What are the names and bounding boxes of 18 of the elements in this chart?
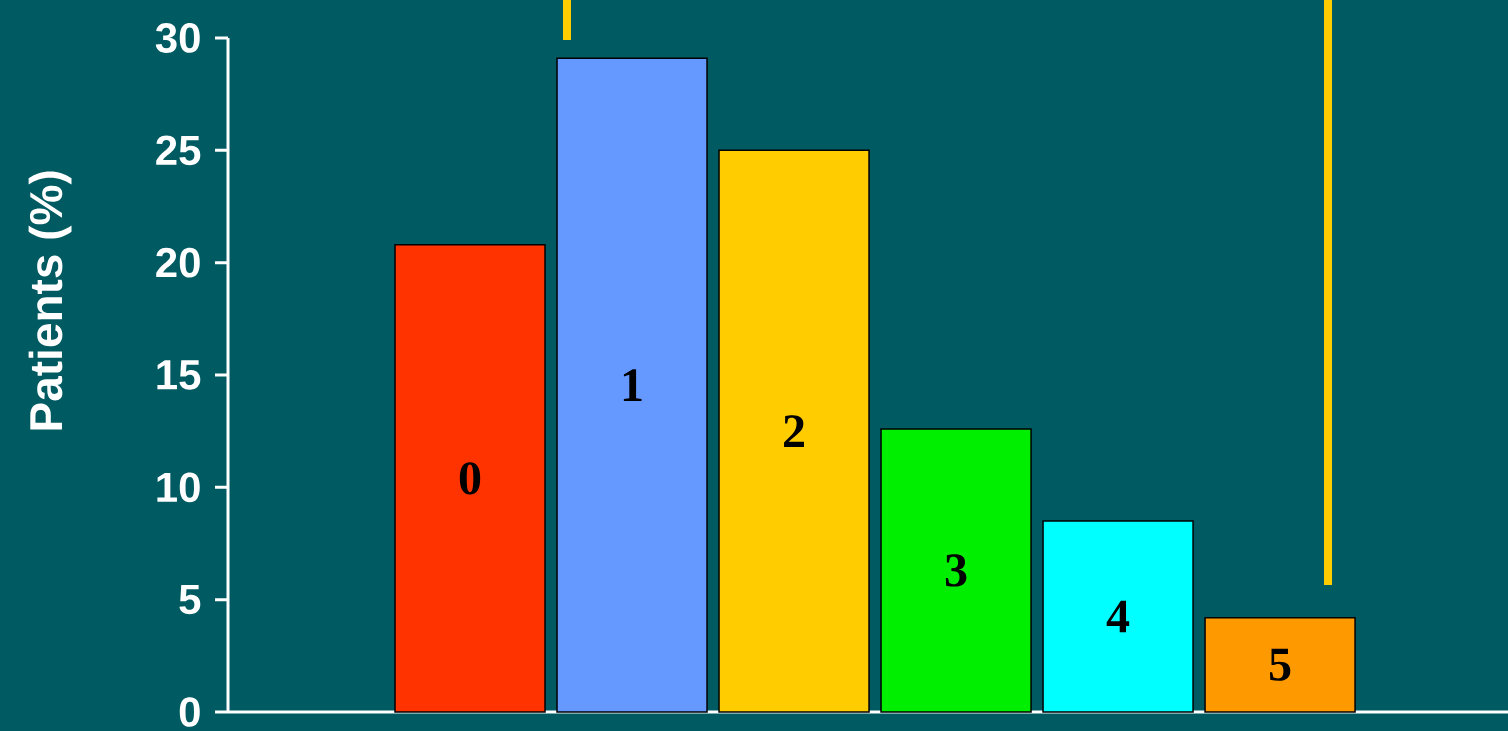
y-tick-label: 15 <box>157 360 201 390</box>
x-tick-label: 3 <box>945 554 967 587</box>
bar <box>1204 616 1356 713</box>
x-tick-label: 1 <box>623 369 642 401</box>
y-tick-label: 0 <box>179 697 200 727</box>
bar <box>718 149 870 713</box>
bar <box>556 57 708 713</box>
x-tick-label: 4 <box>1106 600 1130 633</box>
bar <box>1042 520 1194 713</box>
y-tick-label: 25 <box>156 135 201 166</box>
bar <box>880 428 1032 713</box>
y-tick-label: 20 <box>156 247 200 278</box>
bar <box>394 243 546 713</box>
y-tick-label: 5 <box>179 585 201 615</box>
y-tick-label: 10 <box>157 472 200 503</box>
x-tick-label: 2 <box>784 415 804 448</box>
y-axis-title: Patients (%) <box>28 171 72 430</box>
y-tick-label: 30 <box>155 23 200 53</box>
